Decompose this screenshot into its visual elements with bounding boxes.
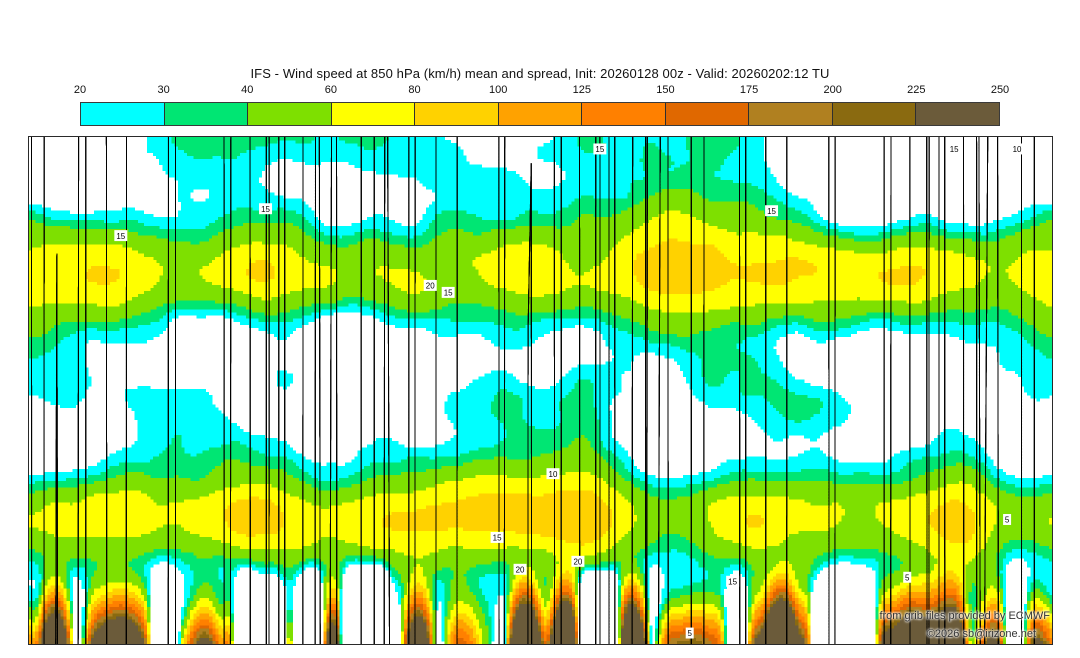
colorbar-band-1 — [165, 103, 249, 125]
colorbar-tick-80: 80 — [408, 84, 420, 96]
colorbar-tick-250: 250 — [991, 84, 1009, 96]
contour-label: 20 — [424, 280, 437, 291]
contour-label: 5 — [903, 572, 911, 583]
contour-label: 15 — [948, 143, 961, 154]
contour-label: 15 — [726, 576, 739, 587]
svg-text:10: 10 — [549, 470, 558, 479]
colorbar-tick-125: 125 — [573, 84, 591, 96]
colorbar-tick-labels: 20 30 40 60 80 100 125 150 175 200 225 250 — [70, 84, 1010, 100]
colorbar-tick-200: 200 — [824, 84, 842, 96]
svg-text:5: 5 — [687, 629, 692, 638]
svg-text:15: 15 — [116, 232, 125, 241]
svg-text:15: 15 — [261, 205, 270, 214]
colorbar-band-9 — [833, 103, 917, 125]
colorbar-band-10 — [916, 103, 999, 125]
colorbar-tick-60: 60 — [325, 84, 337, 96]
colorbar-tick-150: 150 — [656, 84, 674, 96]
colorbar-tick-175: 175 — [740, 84, 758, 96]
colorbar-band-5 — [499, 103, 583, 125]
contour-label: 20 — [514, 564, 527, 575]
contour-label: 5 — [1003, 514, 1011, 525]
contour-label: 20 — [571, 556, 584, 567]
svg-text:15: 15 — [493, 534, 502, 543]
contour-label: 10 — [1011, 143, 1024, 154]
colorbar-band-0 — [81, 103, 165, 125]
svg-text:15: 15 — [728, 577, 737, 586]
svg-text:20: 20 — [516, 565, 525, 574]
colorbar-band-8 — [749, 103, 833, 125]
svg-text:15: 15 — [767, 207, 776, 216]
contour-label: 15 — [491, 532, 504, 543]
contour-label: 15 — [114, 230, 127, 241]
contour-label: 15 — [259, 203, 272, 214]
svg-text:15: 15 — [595, 145, 604, 154]
svg-text:20: 20 — [426, 282, 435, 291]
svg-text:10: 10 — [1013, 145, 1022, 154]
map-canvas[interactable]: 15 10 15 15 15 15 20 15 10 15 20 20 15 5 5 5 — [28, 136, 1053, 645]
svg-text:5: 5 — [905, 573, 910, 582]
colorbar-band-6 — [582, 103, 666, 125]
colorbar-band-7 — [666, 103, 750, 125]
contour-label: 10 — [546, 468, 559, 479]
colorbar-band-4 — [415, 103, 499, 125]
colorbar-band-2 — [248, 103, 332, 125]
contour-label: 5 — [686, 628, 694, 639]
credit-copyright: ©2026 sb@irizone.net — [927, 628, 1036, 640]
colorbar-tick-40: 40 — [241, 84, 253, 96]
contour-label: 15 — [765, 205, 778, 216]
colorbar-tick-225: 225 — [907, 84, 925, 96]
colorbar-tick-100: 100 — [489, 84, 507, 96]
contour-map-svg: 15 10 15 15 15 15 20 15 10 15 20 20 15 5 5 5 — [29, 137, 1052, 644]
colorbar-band-3 — [332, 103, 416, 125]
svg-text:5: 5 — [1005, 516, 1010, 525]
contour-label: 15 — [442, 287, 455, 298]
colorbar-tick-20: 20 — [74, 84, 86, 96]
svg-text:15: 15 — [444, 289, 453, 298]
svg-text:15: 15 — [950, 145, 959, 154]
page-title: IFS - Wind speed at 850 hPa (km/h) mean … — [0, 66, 1080, 81]
credit-source: from grib files provided by ECMWF — [879, 610, 1050, 622]
colorbar-swatches — [80, 102, 1000, 126]
svg-text:20: 20 — [573, 558, 582, 567]
contour-label: 15 — [593, 143, 606, 154]
colorbar-legend: 20 30 40 60 80 100 125 150 175 200 225 250 — [70, 84, 1010, 128]
colorbar-tick-30: 30 — [158, 84, 170, 96]
